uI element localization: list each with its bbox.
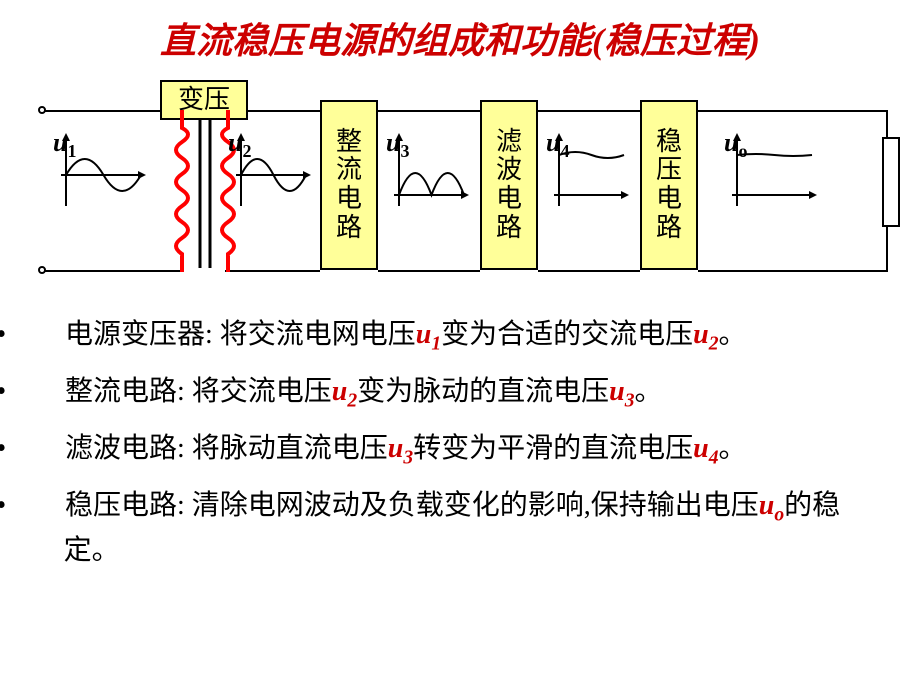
wire-segment bbox=[42, 270, 180, 272]
waveform-label-u4: u4 bbox=[546, 128, 569, 162]
waveform-label-uo: uo bbox=[724, 128, 747, 162]
wire-segment bbox=[886, 225, 888, 270]
load-resistor bbox=[882, 137, 900, 227]
description-item: • 整流电路: 将交流电压u2变为脉动的直流电压u3。 bbox=[30, 371, 890, 416]
waveform-label-u2: u2 bbox=[228, 128, 251, 162]
input-terminal bbox=[38, 106, 46, 114]
page-title: 直流稳压电源的组成和功能(稳压过程) bbox=[0, 0, 920, 72]
block-filter: 滤波电路 bbox=[480, 100, 538, 270]
wire-segment bbox=[698, 110, 888, 112]
block-regulator: 稳压电路 bbox=[640, 100, 698, 270]
wire-segment bbox=[538, 270, 640, 272]
block-rectifier: 整流电路 bbox=[320, 100, 378, 270]
wire-segment bbox=[538, 110, 640, 112]
waveform-label-u3: u3 bbox=[386, 128, 409, 162]
description-item: • 电源变压器: 将交流电网电压u1变为合适的交流电压u2。 bbox=[30, 314, 890, 359]
wire-segment bbox=[886, 110, 888, 139]
wire-segment bbox=[698, 270, 888, 272]
wire-segment bbox=[378, 270, 480, 272]
input-terminal bbox=[38, 266, 46, 274]
description-item: • 稳压电路: 清除电网波动及负载变化的影响,保持输出电压uo的稳定。 bbox=[30, 485, 890, 572]
block-diagram: 变压 整流电路 滤波电路 稳压电路 u1 u2 u3 bbox=[20, 72, 900, 302]
description-item: • 滤波电路: 将脉动直流电压u3转变为平滑的直流电压u4。 bbox=[30, 428, 890, 473]
wire-segment bbox=[378, 110, 480, 112]
description-list: • 电源变压器: 将交流电网电压u1变为合适的交流电压u2。 • 整流电路: 将交… bbox=[30, 314, 890, 572]
waveform-label-u1: u1 bbox=[53, 128, 76, 162]
